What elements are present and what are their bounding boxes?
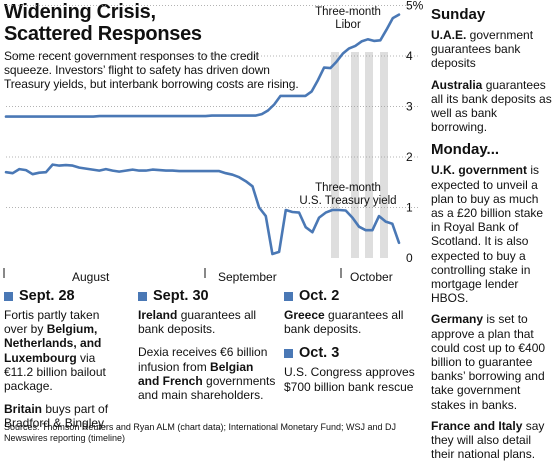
sidebar-day-sunday: Sunday: [431, 6, 486, 23]
sidebar-item: Germany is set to approve a plan that co…: [431, 312, 546, 412]
sidebar-item: U.K. government is expected to unveil a …: [431, 163, 544, 306]
event-text: U.S. Congress approves $700 billion bank…: [284, 365, 415, 394]
y-tick-label: 0: [406, 251, 413, 265]
sidebar-monday-items: U.K. government is expected to unveil a …: [431, 163, 553, 461]
x-tick-label: August: [72, 270, 110, 284]
chart: 0 1 2 3 4 5% August September October Three-month…: [3, 0, 424, 284]
y-tick-label: 3: [406, 100, 413, 114]
annotation-treasury: Three-month U.S. Treasury yield: [299, 182, 396, 207]
y-tick-label: 1: [406, 201, 413, 215]
series-line-libor: [4, 13, 401, 118]
event-square-icon: [4, 292, 13, 301]
event-square-icon: [138, 292, 147, 301]
event-column-2: Sept. 30 Ireland guarantees all bank depo…: [138, 288, 278, 411]
event-text: Greece guarantees all bank deposits.: [284, 308, 404, 337]
sidebar-sunday-items: U.A.E. government guarantees bank deposi…: [431, 28, 553, 134]
sources-note: Sources: Thomson Reuters and Ryan ALM (c…: [4, 422, 397, 443]
event-text: Dexia receives €6 billion infusion from …: [138, 345, 276, 403]
event-column-1: Sept. 28 Fortis partly taken over by Belg…: [4, 288, 126, 440]
event-column-3: Oct. 2 Greece guarantees all bank deposit…: [284, 288, 424, 403]
event-band: [331, 52, 339, 258]
sidebar-day-monday: Monday...: [431, 141, 500, 159]
event-text: Ireland guarantees all bank deposits.: [138, 308, 257, 337]
event-square-icon: [284, 349, 293, 359]
event-square-icon: [284, 292, 293, 301]
sidebar-item: U.A.E. government guarantees bank deposi…: [431, 28, 534, 71]
event-band: [380, 52, 388, 258]
event-timeline: Sept. 28 Fortis partly taken over by Belg…: [0, 288, 420, 430]
event-date: Sept. 30: [138, 288, 278, 305]
event-date: Sept. 28: [4, 288, 126, 305]
y-tick-label: 5%: [406, 0, 424, 13]
sidebar: Sunday U.A.E. government guarantees bank…: [431, 6, 553, 468]
series-line-treasury: [4, 163, 401, 256]
intro-text: Some recent government responses to the …: [4, 49, 299, 92]
x-tick-label: September: [218, 270, 277, 284]
page-title: Widening Crisis, Scattered Responses: [4, 1, 202, 45]
sidebar-item: Australia guarantees all its bank deposi…: [431, 77, 552, 135]
event-date: Oct. 3: [284, 345, 424, 362]
event-band: [351, 52, 359, 258]
event-text: Fortis partly taken over by Belgium, Net…: [4, 308, 106, 394]
annotation-libor: Three-month Libor: [315, 6, 381, 31]
event-date: Oct. 2: [284, 288, 424, 305]
event-band: [365, 52, 373, 258]
x-tick-label: October: [350, 270, 393, 284]
y-tick-label: 2: [406, 150, 413, 164]
sidebar-item: France and Italy say they will also deta…: [431, 418, 545, 462]
y-tick-label: 4: [406, 49, 413, 63]
event-text: Britain buys part of Bradford & Bingley.: [4, 402, 109, 431]
